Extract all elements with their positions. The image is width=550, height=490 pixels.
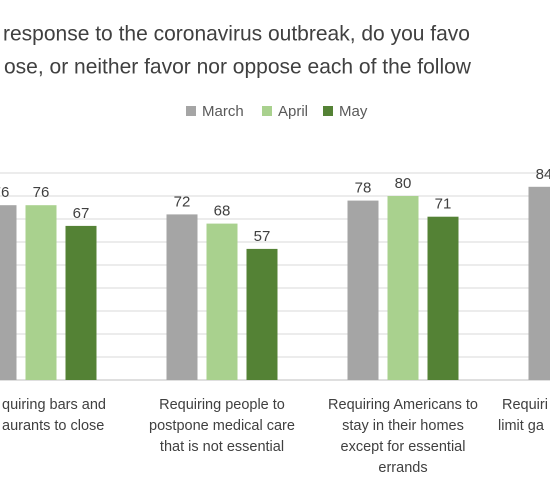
bar: [25, 205, 57, 380]
x-tick-label: that is not essential: [160, 439, 284, 455]
legend-label: March: [202, 103, 244, 120]
bar: [387, 196, 419, 380]
value-label: 67: [73, 205, 90, 222]
chart-title: response to the coronavirus outbreak, do…: [3, 23, 470, 46]
x-tick-label: limit ga: [498, 418, 545, 434]
bar: [246, 248, 278, 380]
bar: [0, 205, 17, 380]
legend-swatch: [262, 106, 272, 116]
x-tick-label: except for essential: [341, 439, 466, 455]
value-label: 71: [435, 196, 452, 213]
x-tick-label: postpone medical care: [149, 418, 295, 434]
x-tick-label: aurants to close: [2, 418, 104, 434]
x-tick-label: stay in their homes: [342, 418, 464, 434]
bar: [206, 223, 238, 380]
x-tick-label: Requiring Americans to: [328, 397, 478, 413]
x-tick-label: errands: [378, 460, 427, 476]
x-tick-label: Requiri: [502, 397, 548, 413]
x-tick-label: Requiring people to: [159, 397, 285, 413]
legend-label: May: [339, 103, 368, 120]
value-label: 80: [395, 175, 412, 192]
bar: [166, 214, 198, 380]
value-label: 78: [355, 180, 372, 197]
legend-swatch: [186, 106, 196, 116]
value-label: 68: [214, 203, 231, 220]
bar: [427, 216, 459, 380]
value-label: 76: [33, 184, 50, 201]
bar: [65, 225, 97, 380]
chart-title: ose, or neither favor nor oppose each of…: [4, 56, 472, 79]
legend-swatch: [323, 106, 333, 116]
value-label: 57: [254, 228, 271, 245]
legend-label: April: [278, 103, 308, 120]
x-tick-label: quiring bars and: [2, 397, 106, 413]
bar: [347, 200, 379, 380]
value-label: 84: [536, 166, 550, 183]
value-label: 72: [174, 193, 191, 210]
bar: [528, 186, 550, 380]
value-label: 76: [0, 184, 9, 201]
